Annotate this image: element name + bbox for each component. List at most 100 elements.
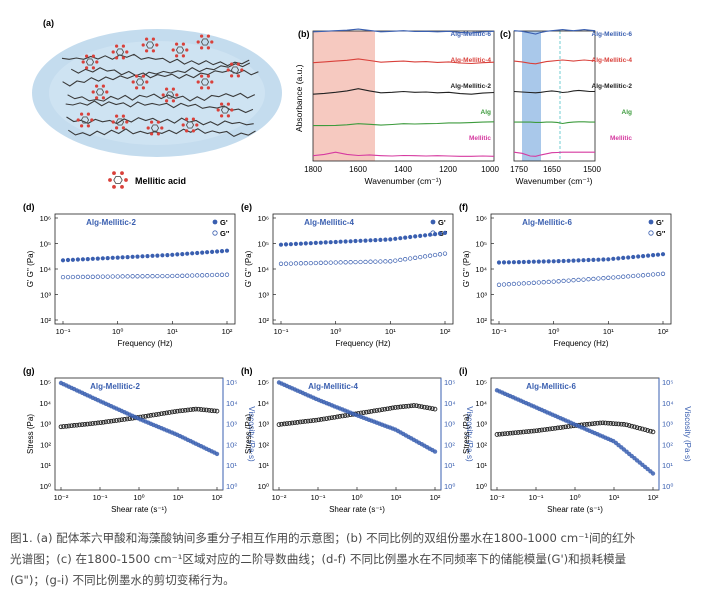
stress-point xyxy=(387,406,393,411)
y2-tick-label: 10¹ xyxy=(444,461,455,470)
gdouble-point xyxy=(536,280,541,285)
highlight-band-b xyxy=(313,31,375,161)
highlight-band-c xyxy=(522,31,541,161)
stress-point xyxy=(143,413,148,419)
gdouble-point xyxy=(288,261,294,266)
gprime-point xyxy=(363,238,368,243)
viscosity-point xyxy=(214,451,220,457)
tick-c-0: 1750 xyxy=(510,165,528,174)
gdouble-point xyxy=(551,279,556,284)
gdouble-point xyxy=(596,276,601,281)
plot-frame xyxy=(490,213,672,325)
y-tick-label: 10⁰ xyxy=(258,482,269,491)
stress-point xyxy=(326,415,332,421)
stress-point xyxy=(507,430,513,436)
gdouble-point xyxy=(373,259,378,264)
ftir-line-alg-mellitic-2 xyxy=(513,89,595,94)
mellitic-molecule xyxy=(161,87,179,103)
stress-point xyxy=(542,427,547,433)
gdouble-point xyxy=(65,274,71,280)
tick-c-2: 1500 xyxy=(583,165,601,174)
stress-point xyxy=(206,407,212,413)
gprime-point xyxy=(120,255,125,260)
stress-point xyxy=(634,425,640,430)
gdouble-point xyxy=(110,274,115,279)
stress-point xyxy=(406,403,411,409)
y2-tick-label: 10¹ xyxy=(226,461,237,470)
y-tick-label: 10⁴ xyxy=(39,265,51,274)
stress-point xyxy=(499,431,505,437)
gdouble-point xyxy=(180,273,185,278)
legend-marker-gdouble xyxy=(648,230,654,236)
x-tick-label: 10² xyxy=(212,493,223,502)
gdouble-point xyxy=(200,273,205,278)
stress-point xyxy=(629,423,635,429)
gprime-point xyxy=(521,259,526,265)
stress-point xyxy=(371,408,377,414)
gdouble-point xyxy=(145,274,150,279)
gprime-point xyxy=(358,238,363,243)
stress-point xyxy=(392,405,398,410)
gprime-point xyxy=(501,260,507,265)
stress-point xyxy=(334,414,340,420)
ftir-series-label: Alg-Mellitic-6 xyxy=(592,31,633,38)
gdouble-point xyxy=(175,273,180,279)
x-tick-label: 10⁰ xyxy=(112,327,123,336)
gdouble-point xyxy=(353,259,358,265)
stress-point xyxy=(544,426,550,432)
gdouble-point xyxy=(140,274,145,279)
gdouble-point xyxy=(368,259,373,264)
stress-point xyxy=(385,406,390,412)
y2-tick-label: 10⁰ xyxy=(662,482,673,491)
stress-point xyxy=(422,404,427,410)
gdouble-point xyxy=(313,260,318,266)
y2-tick-label: 10¹ xyxy=(662,461,673,470)
gprime-point xyxy=(621,255,626,260)
stress-point xyxy=(318,417,324,422)
stress-point xyxy=(124,416,130,422)
gdouble-point xyxy=(120,274,125,279)
stress-point xyxy=(398,404,403,410)
y-tick-label: 10³ xyxy=(40,291,51,300)
y-tick-label: 10⁵ xyxy=(40,240,51,249)
mellitic-molecule xyxy=(131,74,149,90)
ftir-line-alg xyxy=(313,121,495,127)
stress-point xyxy=(566,424,571,429)
panel-b: (b) Alg-Mellitic-6 Alg-Mellitic-4 Alg-Mell… xyxy=(294,28,499,186)
x-tick-label: 10¹ xyxy=(609,493,620,502)
stress-point xyxy=(515,430,521,435)
y-tick-label: 10⁶ xyxy=(258,214,269,223)
gprime-point xyxy=(115,255,120,260)
gdouble-point xyxy=(150,274,155,279)
gdouble-point xyxy=(388,259,393,264)
stress-point xyxy=(177,408,183,414)
gprime-point xyxy=(303,241,308,246)
gdouble-point xyxy=(318,260,323,265)
y-tick-label: 10⁶ xyxy=(476,214,487,223)
legend-gprime: G' xyxy=(220,218,228,227)
gdouble-point xyxy=(640,273,646,278)
gprime-point xyxy=(125,255,130,260)
gdouble-point xyxy=(531,280,536,285)
x-tick-label: 10⁻¹ xyxy=(311,493,326,502)
gdouble-point xyxy=(358,259,363,265)
mellitic-molecule xyxy=(91,84,109,100)
panel-a: (a) Mellitic acid xyxy=(32,18,282,189)
stress-point xyxy=(416,403,422,409)
stress-point xyxy=(605,420,611,426)
stress-point xyxy=(529,428,534,434)
stress-point xyxy=(180,408,185,413)
gdouble-point xyxy=(576,277,581,283)
y-tick-label: 10² xyxy=(258,316,269,325)
stress-point xyxy=(193,406,199,412)
stress-point xyxy=(584,422,590,427)
y-axis-label: Stress (Pa) xyxy=(462,414,471,454)
tick-b-0: 1800 xyxy=(304,165,322,174)
gprime-point xyxy=(140,254,145,259)
gprime-point xyxy=(135,254,140,259)
gprime-point xyxy=(85,257,90,262)
stress-point xyxy=(521,429,526,435)
gprime-point xyxy=(660,252,666,257)
gprime-point xyxy=(110,255,115,260)
